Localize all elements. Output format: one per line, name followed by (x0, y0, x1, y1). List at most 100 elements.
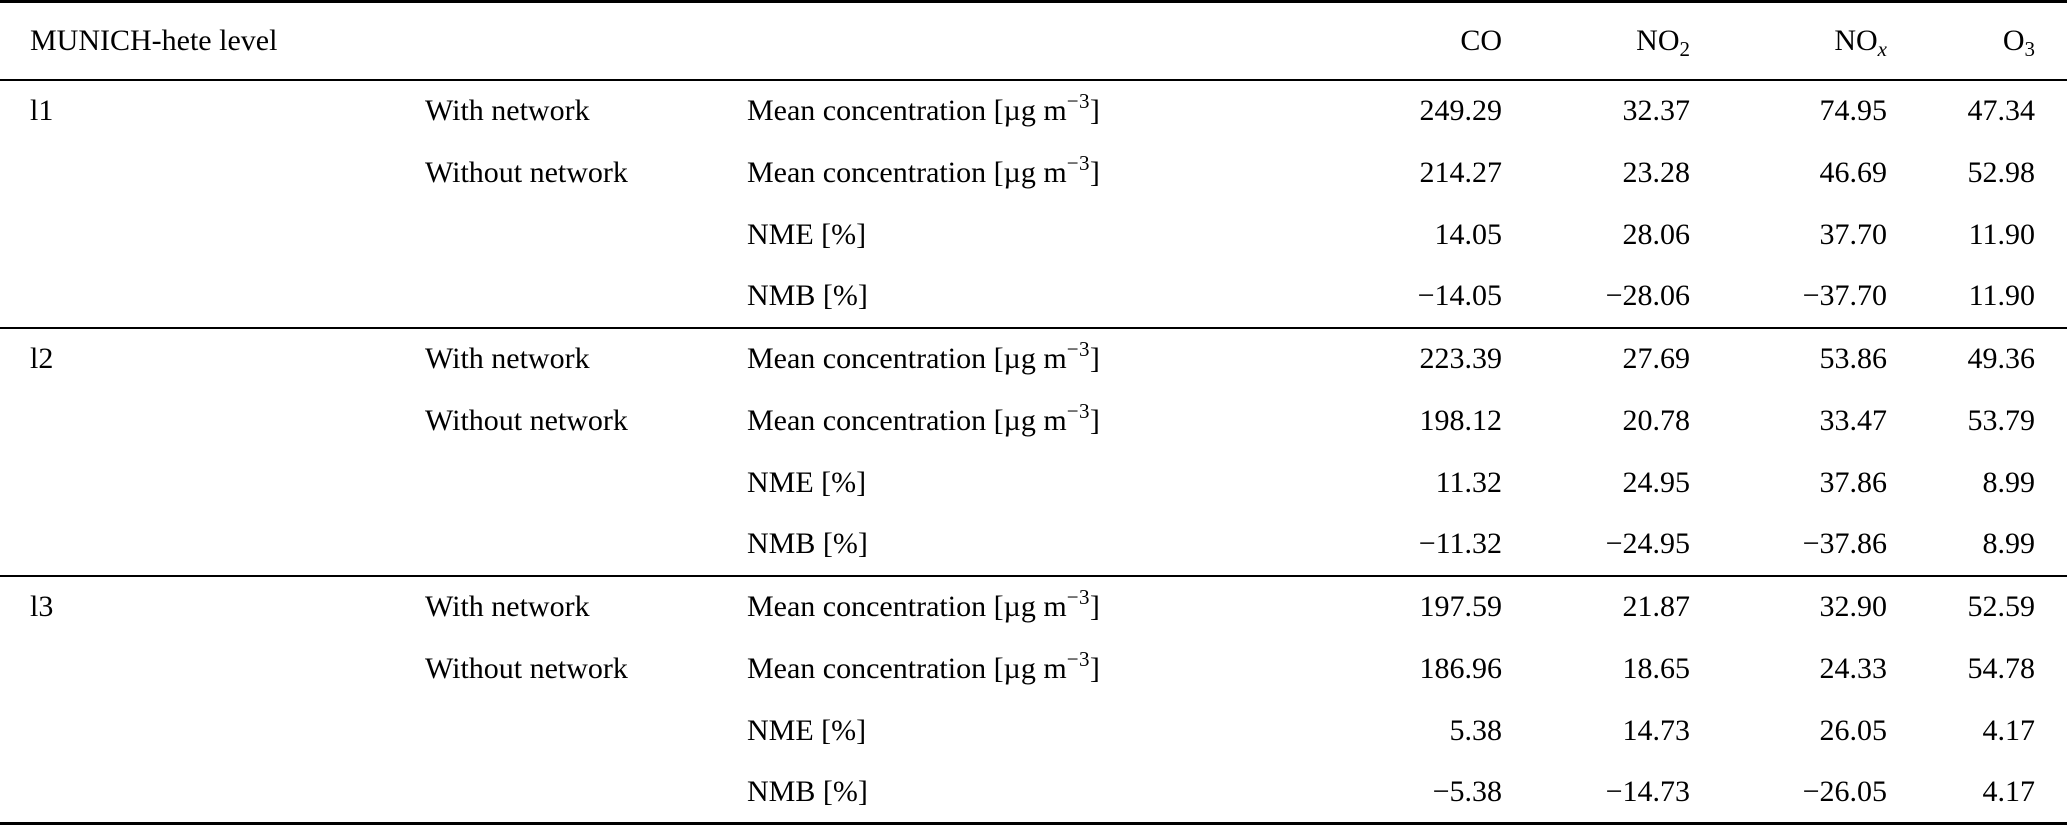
table-row: NME [%] 14.05 28.06 37.70 11.90 (0, 204, 2067, 266)
table-row: NMB [%] −5.38 −14.73 −26.05 4.17 (0, 762, 2067, 824)
value-cell-o3: 54.78 (1967, 651, 2036, 685)
column-header-no2: NO2 (1502, 1, 1691, 81)
metric-text-end: ] (1089, 342, 1100, 375)
metric-cell: Mean concentration [µg m−3] (747, 574, 1307, 638)
species-base: CO (1460, 23, 1502, 57)
species-subscript: 2 (1679, 36, 1691, 61)
column-header-level: MUNICH-hete level (0, 1, 425, 81)
species-subscript: x (1877, 36, 1887, 61)
value-cell-o3: 4.17 (1982, 713, 2036, 747)
value-cell-no2: −24.95 (1605, 527, 1690, 560)
value-cell-o3: 4.17 (1982, 774, 2036, 808)
value-cell-o3: 8.99 (1982, 465, 2036, 499)
metric-cell: NME [%] (747, 452, 1307, 514)
value-cell-no2: −28.06 (1605, 279, 1690, 312)
value-cell-no2: 18.65 (1622, 651, 1691, 685)
table-row: l1 With network Mean concentration [µg m… (0, 80, 2067, 142)
value-cell-nox: 26.05 (1819, 713, 1888, 747)
metric-text: NMB [%] (747, 527, 868, 560)
table-row: l2 With network Mean concentration [µg m… (0, 326, 2067, 390)
value-cell-no2: −14.73 (1605, 774, 1690, 808)
network-cell: With network (425, 574, 747, 638)
metric-cell: NME [%] (747, 204, 1307, 266)
network-cell (425, 762, 747, 824)
metric-text: Mean concentration [µg m (747, 590, 1067, 623)
metric-text-end: ] (1089, 651, 1100, 685)
metric-cell: Mean concentration [µg m−3] (747, 80, 1307, 142)
metric-superscript: −3 (1066, 585, 1090, 610)
metric-cell: Mean concentration [µg m−3] (747, 326, 1307, 390)
value-cell-nox: −37.70 (1802, 279, 1887, 312)
network-cell: Without network (425, 403, 628, 437)
metric-text: Mean concentration [µg m (747, 651, 1067, 685)
value-cell-o3: 8.99 (1982, 527, 2036, 560)
value-cell-co: 223.39 (1307, 326, 1502, 390)
level-cell (0, 700, 425, 762)
value-cell-o3: 11.90 (1968, 217, 2035, 251)
value-cell-no2: 23.28 (1622, 155, 1691, 189)
value-cell-nox: 74.95 (1819, 94, 1888, 127)
level-cell (0, 452, 425, 514)
species-subscript: 3 (2024, 36, 2036, 61)
level-cell (0, 204, 425, 266)
level-cell (0, 266, 425, 328)
species-base: O (2002, 23, 2025, 57)
value-cell-o3: 52.98 (1967, 155, 2036, 189)
metric-text: Mean concentration [µg m (747, 155, 1067, 189)
value-cell-nox: −26.05 (1802, 774, 1887, 808)
metric-text: NMB [%] (747, 279, 868, 312)
metric-text: Mean concentration [µg m (747, 403, 1067, 437)
level-cell: l3 (0, 574, 425, 638)
value-cell-o3: 53.79 (1967, 403, 2036, 437)
network-cell: With network (425, 94, 590, 127)
metric-text-end: ] (1089, 403, 1100, 437)
header-row: MUNICH-hete level CO NO2 NO x O3 (0, 1, 2067, 81)
value-cell-no2: 32.37 (1622, 94, 1691, 127)
value-cell-co: 198.12 (1419, 403, 1503, 437)
metric-text-end: ] (1089, 94, 1100, 127)
value-cell-nox: 37.86 (1819, 465, 1888, 499)
level-cell (0, 514, 425, 576)
metric-superscript: −3 (1066, 398, 1090, 423)
metric-text: NME [%] (747, 713, 867, 747)
network-cell: Without network (425, 651, 628, 685)
table-row: Without network Mean concentration [µg m… (0, 390, 2067, 452)
table-row: NME [%] 5.38 14.73 26.05 4.17 (0, 700, 2067, 762)
value-cell-nox: −37.86 (1802, 527, 1887, 560)
level-cell (0, 390, 425, 452)
metric-text: NME [%] (747, 217, 867, 251)
value-cell-no2: 20.78 (1622, 403, 1691, 437)
metric-superscript: −3 (1066, 337, 1090, 362)
value-cell-nox: 32.90 (1690, 574, 1887, 638)
value-cell-no2: 24.95 (1622, 465, 1691, 499)
value-cell-nox: 33.47 (1819, 403, 1888, 437)
species-base: NO (1636, 23, 1680, 57)
metric-cell: Mean concentration [µg m−3] (747, 390, 1307, 452)
value-cell-nox: 24.33 (1819, 651, 1888, 685)
value-cell-no2: 27.69 (1502, 326, 1690, 390)
metric-cell: Mean concentration [µg m−3] (747, 142, 1307, 204)
metric-cell: NMB [%] (747, 266, 1307, 328)
value-cell-co: 249.29 (1419, 94, 1503, 127)
network-cell (425, 452, 747, 514)
metric-text: NME [%] (747, 465, 867, 499)
metric-cell: Mean concentration [µg m−3] (747, 638, 1307, 700)
value-cell-o3: 47.34 (1967, 94, 2036, 127)
metric-text-end: ] (1089, 155, 1100, 189)
table-row: Without network Mean concentration [µg m… (0, 142, 2067, 204)
network-cell: Without network (425, 155, 628, 189)
level-cell: l2 (0, 326, 425, 390)
column-header-metric (747, 1, 1307, 81)
metric-text-end: ] (1089, 590, 1100, 623)
value-cell-co: 197.59 (1307, 574, 1502, 638)
metric-superscript: −3 (1066, 150, 1090, 175)
metric-cell: NMB [%] (747, 514, 1307, 576)
value-cell-no2: 21.87 (1502, 574, 1690, 638)
network-cell: With network (425, 326, 747, 390)
table-row: NME [%] 11.32 24.95 37.86 8.99 (0, 452, 2067, 514)
value-cell-nox: 37.70 (1819, 217, 1888, 251)
value-cell-nox: 46.69 (1819, 155, 1888, 189)
metric-superscript: −3 (1066, 646, 1090, 671)
value-cell-o3: 11.90 (1968, 279, 2035, 312)
